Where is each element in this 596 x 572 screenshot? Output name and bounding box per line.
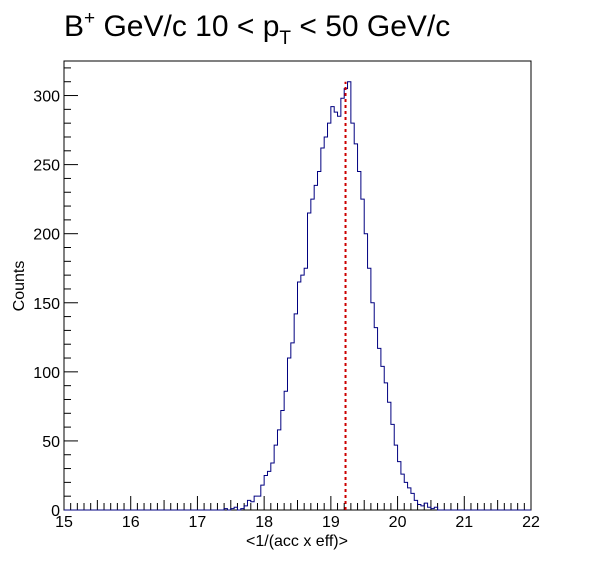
- x-tick-label: 18: [255, 514, 273, 531]
- axis-ticks: [63, 67, 532, 511]
- x-tick-label: 22: [522, 514, 540, 531]
- x-tick-label: 16: [122, 514, 140, 531]
- y-axis-title: Counts: [11, 261, 28, 312]
- tick-labels: 15 16 17 18 19 20 21 22 0 50 100 150 200 250 300: [33, 89, 540, 531]
- x-tick-label: 20: [389, 514, 407, 531]
- y-tick-label: 100: [33, 365, 60, 382]
- y-tick-label: 150: [33, 296, 60, 313]
- y-tick-label: 0: [51, 503, 60, 520]
- title-main: B: [64, 10, 85, 43]
- y-tick-label: 200: [33, 227, 60, 244]
- chart-title: B+ GeV/c 10 < pT < 50 GeV/c: [64, 8, 450, 50]
- title-superscript: +: [84, 8, 96, 29]
- y-tick-label: 50: [42, 434, 60, 451]
- x-tick-label: 17: [189, 514, 207, 531]
- x-axis-title: <1/(acc x eff)>: [246, 533, 348, 550]
- x-tick-label: 15: [55, 514, 73, 531]
- histogram-line: [64, 81, 531, 511]
- title-tail: < 50 GeV/c: [291, 10, 451, 43]
- x-tick-label: 19: [322, 514, 340, 531]
- title-middle: GeV/c 10 < p: [95, 10, 280, 43]
- y-tick-label: 250: [33, 158, 60, 175]
- title-subscript: T: [279, 28, 292, 49]
- x-tick-label: 21: [455, 514, 473, 531]
- y-tick-label: 300: [33, 89, 60, 106]
